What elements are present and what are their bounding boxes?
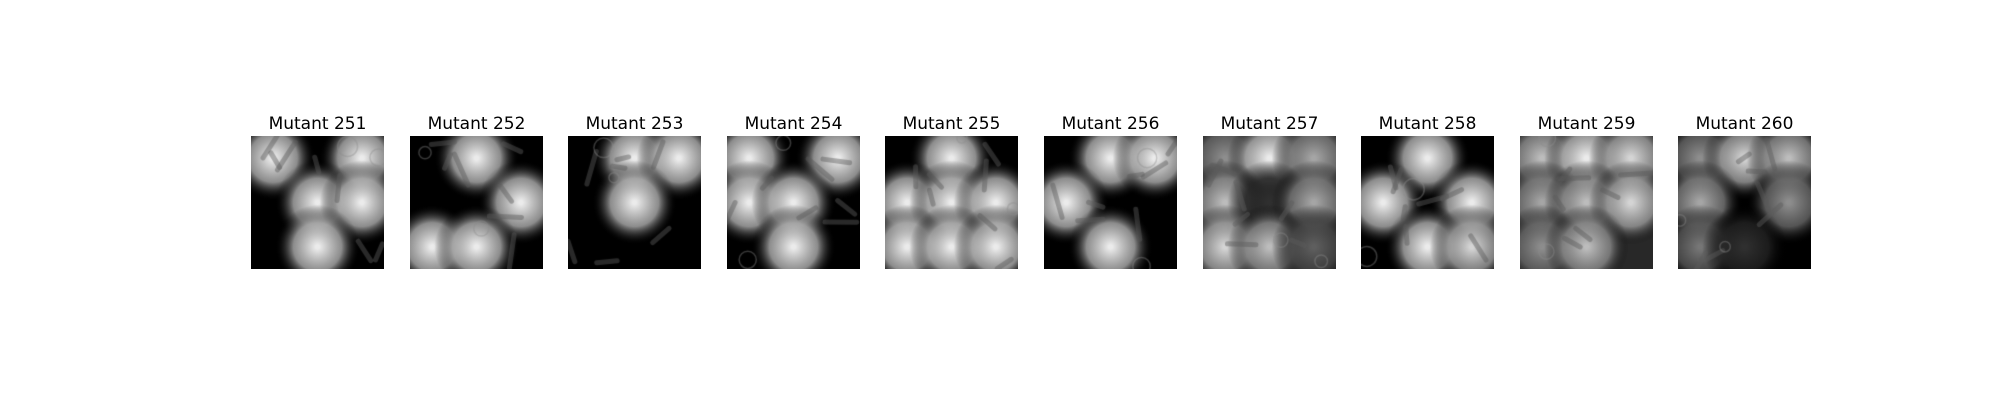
- mutant-image: [885, 136, 1018, 269]
- mutant-image: [1361, 136, 1494, 269]
- panel-title: Mutant 258: [1378, 114, 1477, 134]
- mutant-image: [568, 136, 701, 269]
- mutant-image: [410, 136, 543, 269]
- mutant-panel: Mutant 257: [1203, 112, 1336, 269]
- mutant-image: [1203, 136, 1336, 269]
- mutant-image: [1044, 136, 1177, 269]
- mutant-panel: Mutant 258: [1361, 112, 1494, 269]
- mutant-panel: Mutant 251: [251, 112, 384, 269]
- mutant-panel: Mutant 255: [885, 112, 1018, 269]
- mutant-panel: Mutant 253: [568, 112, 701, 269]
- mutant-image: [1678, 136, 1811, 269]
- mutant-panel: Mutant 254: [727, 112, 860, 269]
- mutant-panel: Mutant 260: [1678, 112, 1811, 269]
- mutant-image: [251, 136, 384, 269]
- panel-title: Mutant 256: [1061, 114, 1160, 134]
- mutant-panel: Mutant 252: [410, 112, 543, 269]
- panel-title: Mutant 260: [1695, 114, 1794, 134]
- mutant-image: [1520, 136, 1653, 269]
- mutant-image: [727, 136, 860, 269]
- panel-title: Mutant 251: [268, 114, 367, 134]
- mutant-panel: Mutant 259: [1520, 112, 1653, 269]
- panel-title: Mutant 259: [1537, 114, 1636, 134]
- panel-title: Mutant 254: [744, 114, 843, 134]
- mutant-panel: Mutant 256: [1044, 112, 1177, 269]
- panel-title: Mutant 257: [1220, 114, 1319, 134]
- panel-title: Mutant 255: [902, 114, 1001, 134]
- panel-title: Mutant 252: [427, 114, 526, 134]
- panel-title: Mutant 253: [585, 114, 684, 134]
